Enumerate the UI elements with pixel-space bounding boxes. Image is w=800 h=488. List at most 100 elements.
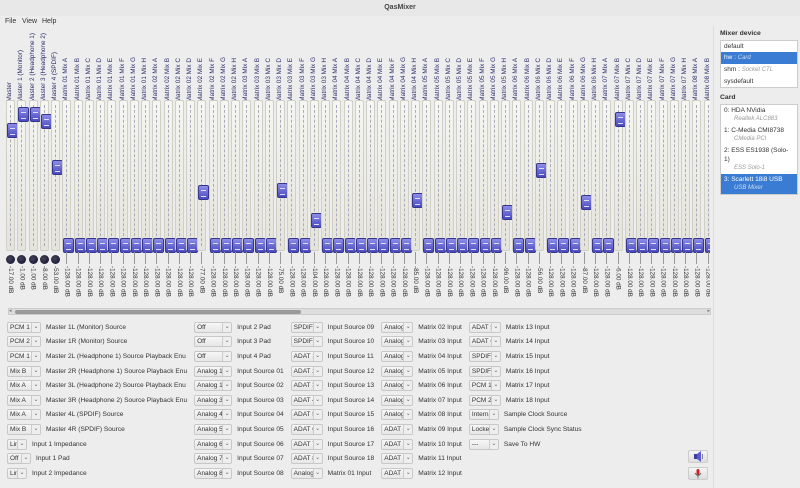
enum-select[interactable]: Off ⌄ (7, 453, 31, 465)
volume-slider[interactable] (6, 100, 18, 251)
enum-select[interactable]: SPDIF 2 ⌄ (290, 336, 323, 348)
enum-select[interactable]: Mix B ⌄ (7, 423, 41, 435)
volume-slider[interactable] (467, 100, 480, 253)
volume-slider[interactable] (613, 100, 626, 251)
volume-slider[interactable] (118, 100, 131, 253)
capture-view-button[interactable] (688, 467, 708, 480)
horizontal-scrollbar[interactable]: ◂ ▸ (8, 308, 711, 315)
enum-select[interactable]: ADAT 8 ⌄ (290, 453, 323, 465)
volume-slider[interactable] (107, 100, 120, 253)
volume-slider[interactable] (568, 100, 581, 253)
enum-select[interactable]: ADAT 3 ⌄ (290, 380, 323, 392)
volume-slider[interactable] (624, 100, 637, 253)
enum-select[interactable]: SPDIF 1 ⌄ (290, 321, 323, 333)
volume-slider[interactable] (433, 100, 446, 253)
enum-select[interactable]: ADAT 6 ⌄ (290, 423, 323, 435)
enum-select[interactable]: Analog 3 ⌄ (381, 336, 414, 348)
volume-slider[interactable] (332, 100, 345, 253)
enum-select[interactable]: Off ⌄ (194, 321, 233, 333)
volume-slider[interactable] (28, 100, 41, 251)
volume-slider[interactable] (703, 100, 710, 253)
volume-slider[interactable] (658, 100, 671, 253)
enum-select[interactable]: ADAT 1 ⌄ (290, 350, 323, 362)
enum-select[interactable]: Mix A ⌄ (7, 380, 41, 392)
volume-slider[interactable] (242, 100, 255, 253)
volume-slider[interactable] (309, 100, 322, 251)
volume-slider[interactable] (692, 100, 705, 253)
volume-slider[interactable] (62, 100, 75, 253)
volume-slider[interactable] (321, 100, 333, 253)
enum-select[interactable]: ADAT 3 ⌄ (381, 453, 414, 465)
volume-slider[interactable] (411, 100, 423, 251)
list-item[interactable]: default (721, 41, 797, 52)
enum-select[interactable]: ADAT 4 ⌄ (381, 467, 414, 479)
enum-select[interactable]: Analog 8 ⌄ (194, 467, 233, 479)
mixer-device-list[interactable]: default hw : Card shm : Socket CTL sysdefau… (720, 40, 798, 88)
volume-slider[interactable] (681, 100, 693, 253)
enum-select[interactable]: ADAT 2 ⌄ (290, 365, 323, 377)
volume-slider[interactable] (388, 100, 401, 253)
enum-select[interactable]: ADAT 6 ⌄ (468, 336, 501, 348)
enum-select[interactable]: PCM 1 ⌄ (468, 380, 501, 392)
enum-select[interactable]: --- ⌄ (468, 438, 499, 450)
enum-select[interactable]: Analog 7 ⌄ (194, 453, 233, 465)
enum-select[interactable]: Analog 8 ⌄ (381, 409, 414, 421)
volume-slider[interactable] (636, 100, 648, 253)
enum-select[interactable]: Analog 1 ⌄ (290, 467, 323, 479)
playback-view-button[interactable] (688, 450, 708, 463)
list-item[interactable]: 1: C-Media CMI8738 CMedia PCI (721, 125, 797, 145)
volume-slider[interactable] (523, 100, 536, 253)
list-item[interactable]: hw : Card (721, 52, 797, 64)
menu-view[interactable]: View (22, 18, 38, 25)
volume-slider[interactable] (366, 100, 378, 253)
enum-select[interactable]: PCM 1 ⌄ (7, 350, 41, 362)
volume-slider[interactable] (174, 100, 187, 253)
volume-slider[interactable] (591, 100, 603, 253)
enum-select[interactable]: SPDIF 1 ⌄ (468, 350, 501, 362)
panel-splitter[interactable] (713, 26, 714, 488)
list-item[interactable]: shm : Socket CTL (724, 66, 774, 73)
list-item[interactable]: 2: ESS ES1938 (Solo-1) ESS Solo-1 (721, 145, 797, 174)
enum-select[interactable]: Off ⌄ (194, 350, 233, 362)
volume-slider[interactable] (647, 100, 660, 253)
volume-slider[interactable] (17, 100, 30, 251)
enum-select[interactable]: Analog 4 ⌄ (381, 350, 414, 362)
volume-slider[interactable] (219, 100, 232, 253)
volume-slider[interactable] (602, 100, 615, 253)
volume-slider[interactable] (208, 100, 221, 253)
volume-slider[interactable] (264, 100, 277, 253)
volume-slider[interactable] (456, 100, 468, 253)
scroll-left-icon[interactable]: ◂ (9, 308, 12, 314)
enum-select[interactable]: Mix A ⌄ (7, 409, 41, 421)
volume-slider[interactable] (51, 100, 63, 251)
enum-select[interactable]: Mix B ⌄ (7, 365, 41, 377)
volume-slider[interactable] (512, 100, 525, 253)
enum-select[interactable]: Analog 5 ⌄ (194, 423, 233, 435)
volume-slider[interactable] (489, 100, 502, 253)
enum-select[interactable]: ADAT 1 ⌄ (381, 423, 414, 435)
volume-slider[interactable] (546, 100, 558, 253)
enum-select[interactable]: Mix A ⌄ (7, 394, 41, 406)
volume-slider[interactable] (84, 100, 97, 253)
volume-slider[interactable] (253, 100, 266, 253)
volume-slider[interactable] (197, 100, 210, 251)
enum-select[interactable]: Off ⌄ (194, 336, 233, 348)
enum-select[interactable]: Line⌄ (7, 467, 27, 479)
mute-toggle[interactable] (51, 255, 60, 264)
enum-select[interactable]: ADAT 7 ⌄ (290, 438, 323, 450)
volume-slider[interactable] (231, 100, 243, 253)
mute-toggle[interactable] (6, 255, 15, 264)
volume-slider[interactable] (579, 100, 592, 251)
volume-slider[interactable] (422, 100, 435, 253)
enum-select[interactable]: Analog 4 ⌄ (194, 409, 233, 421)
scroll-right-icon[interactable]: ▸ (707, 308, 710, 314)
mute-toggle[interactable] (28, 255, 38, 264)
enum-select[interactable]: Analog 1 ⌄ (194, 380, 233, 392)
volume-slider[interactable] (141, 100, 153, 253)
volume-slider[interactable] (669, 100, 682, 253)
volume-slider[interactable] (276, 100, 288, 251)
volume-slider[interactable] (152, 100, 165, 253)
enum-select[interactable]: ADAT 2 ⌄ (381, 438, 414, 450)
mute-toggle[interactable] (17, 255, 27, 264)
enum-select[interactable]: Internal ⌄ (468, 409, 499, 421)
